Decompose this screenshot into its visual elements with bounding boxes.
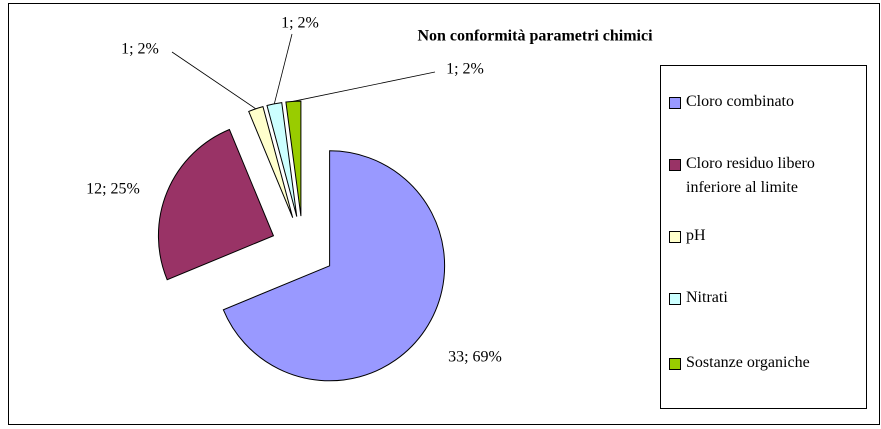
legend-swatch <box>669 97 681 109</box>
leader-line <box>171 51 256 110</box>
pie-slice <box>222 150 446 382</box>
legend-swatch <box>669 293 681 305</box>
data-label: 12; 25% <box>86 181 140 198</box>
legend-label: Nitrati <box>686 289 728 306</box>
leader-line <box>293 71 436 102</box>
legend-label: pH <box>686 227 706 244</box>
pie-slice <box>157 128 275 281</box>
legend-entry: pH <box>669 224 861 248</box>
legend-entry: Nitrati <box>669 286 861 310</box>
data-label: 1; 2% <box>281 15 319 32</box>
leader-line <box>273 33 293 104</box>
data-label: 1; 2% <box>446 61 484 78</box>
legend-entry: Cloro combinato <box>669 90 861 114</box>
legend-swatch <box>669 159 681 171</box>
legend: Cloro combinato Cloro residuo libero infe… <box>660 65 867 409</box>
legend-entry: Cloro residuo libero inferiore al limite <box>669 152 861 200</box>
legend-swatch <box>669 231 681 243</box>
data-label: 1; 2% <box>121 41 159 58</box>
legend-label: Sostanze organiche <box>686 354 810 371</box>
legend-swatch <box>669 358 681 370</box>
chart-border <box>8 3 880 425</box>
legend-label: Cloro combinato <box>686 93 794 110</box>
legend-entry: Sostanze organiche <box>669 351 861 375</box>
legend-label: Cloro residuo libero inferiore al limite <box>686 155 815 196</box>
data-label: 33; 69% <box>448 349 502 366</box>
chart-title: Non conformità parametri chimici <box>417 28 653 45</box>
